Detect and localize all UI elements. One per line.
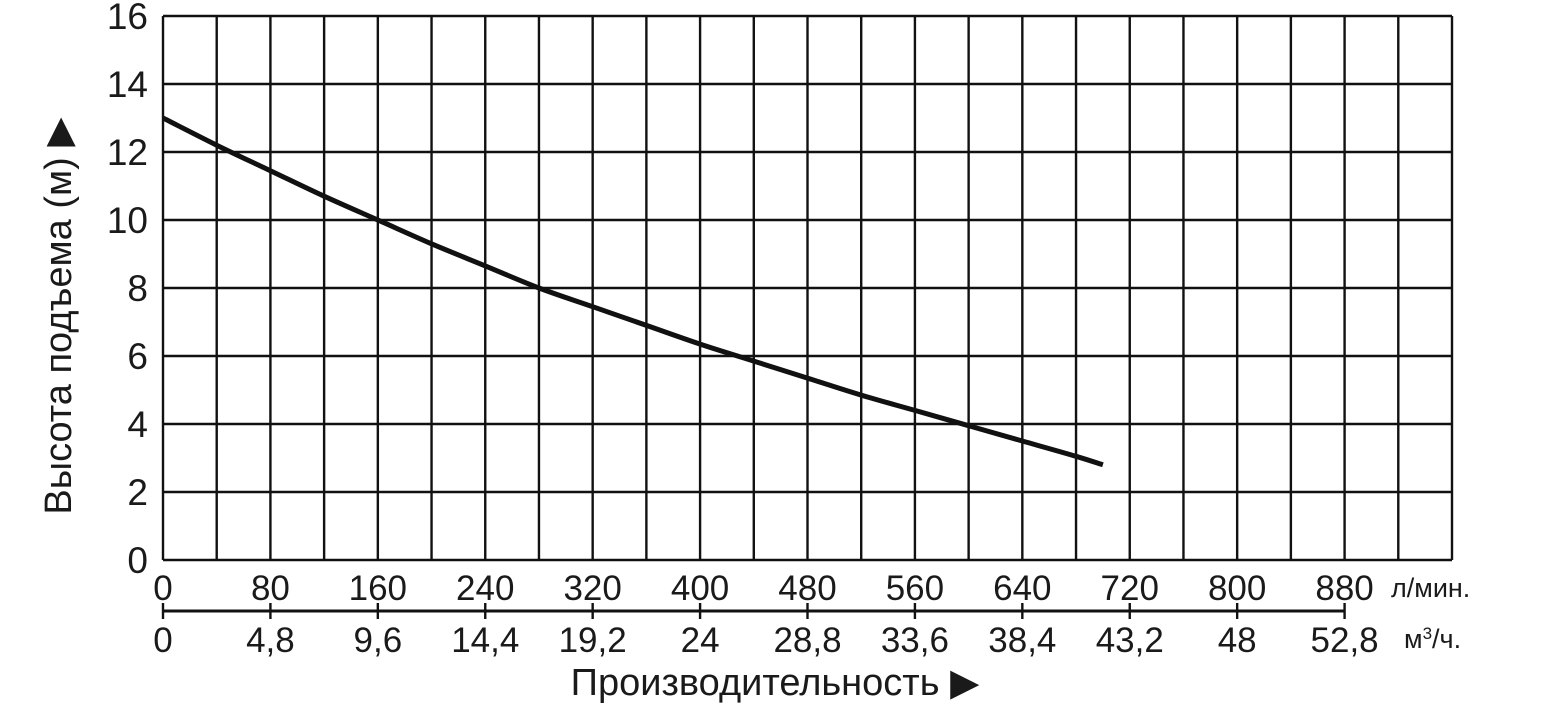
x-tick-label-secondary: 9,6 bbox=[354, 621, 403, 660]
x-tick-label-secondary: 4,8 bbox=[246, 621, 295, 660]
y-tick-label: 12 bbox=[107, 132, 148, 173]
y-axis-title: Высота подъема (м) ▶ bbox=[38, 117, 80, 515]
x-tick-label-primary: 80 bbox=[251, 569, 290, 608]
y-tick-label: 2 bbox=[127, 472, 148, 513]
x-axis-arrow: ▶ bbox=[950, 662, 980, 704]
x-unit-primary: л/мин. bbox=[1391, 573, 1470, 603]
x-tick-label-secondary: 19,2 bbox=[559, 621, 627, 660]
x-tick-label-secondary: 38,4 bbox=[988, 621, 1056, 660]
x-tick-label-primary: 640 bbox=[993, 569, 1051, 608]
x-tick-label-primary: 0 bbox=[153, 569, 172, 608]
y-tick-label: 0 bbox=[127, 540, 148, 581]
x-tick-label-primary: 800 bbox=[1208, 569, 1266, 608]
x-tick-label-secondary: 52,8 bbox=[1311, 621, 1379, 660]
x-unit-secondary-tail: /ч. bbox=[1432, 624, 1461, 654]
x-tick-label-secondary: 14,4 bbox=[451, 621, 519, 660]
x-tick-label-secondary: 43,2 bbox=[1096, 621, 1164, 660]
y-axis-arrow: ▶ bbox=[38, 117, 80, 147]
x-tick-label-primary: 320 bbox=[563, 569, 621, 608]
y-tick-labels: 0 2 4 6 8 10 12 14 16 bbox=[107, 0, 148, 581]
x-tick-label-primary: 720 bbox=[1101, 569, 1159, 608]
x-tick-label-primary: 560 bbox=[886, 569, 944, 608]
x-tick-label-primary: 480 bbox=[778, 569, 836, 608]
y-tick-label: 8 bbox=[127, 268, 148, 309]
y-tick-label: 6 bbox=[127, 336, 148, 377]
x-axis-title-text: Производительность bbox=[571, 662, 940, 704]
y-tick-label: 10 bbox=[107, 200, 148, 241]
x-tick-label-secondary: 33,6 bbox=[881, 621, 949, 660]
x-tick-labels-secondary: 0 4,8 9,6 14,4 19,2 24 28,8 33,6 38,4 43,2 48 52,8 bbox=[153, 603, 1379, 660]
curve-layer bbox=[161, 115, 1104, 468]
x-axis-title: Производительность ▶ bbox=[571, 662, 980, 704]
x-tick-label-secondary: 28,8 bbox=[773, 621, 841, 660]
x-tick-labels-primary: 0 80 160 240 320 400 480 560 640 720 800 880 bbox=[153, 569, 1374, 608]
grid bbox=[161, 14, 1454, 562]
x-unit-secondary: м3/ч. bbox=[1404, 624, 1461, 655]
x-tick-label-primary: 240 bbox=[456, 569, 514, 608]
x-tick-label-secondary: 0 bbox=[153, 621, 172, 660]
y-tick-label: 14 bbox=[107, 64, 148, 105]
y-axis-title-text: Высота подъема (м) bbox=[38, 157, 80, 514]
y-tick-label: 16 bbox=[107, 0, 148, 37]
x-tick-label-primary: 880 bbox=[1315, 569, 1373, 608]
x-tick-label-primary: 160 bbox=[349, 569, 407, 608]
series-line bbox=[161, 115, 1104, 468]
x-unit-secondary-sup: 3 bbox=[1423, 624, 1432, 643]
x-unit-secondary-base: м bbox=[1404, 624, 1423, 654]
y-tick-label: 4 bbox=[127, 404, 148, 445]
x-tick-label-primary: 400 bbox=[671, 569, 729, 608]
x-tick-label-secondary: 48 bbox=[1218, 621, 1257, 660]
x-tick-label-secondary: 24 bbox=[681, 621, 720, 660]
